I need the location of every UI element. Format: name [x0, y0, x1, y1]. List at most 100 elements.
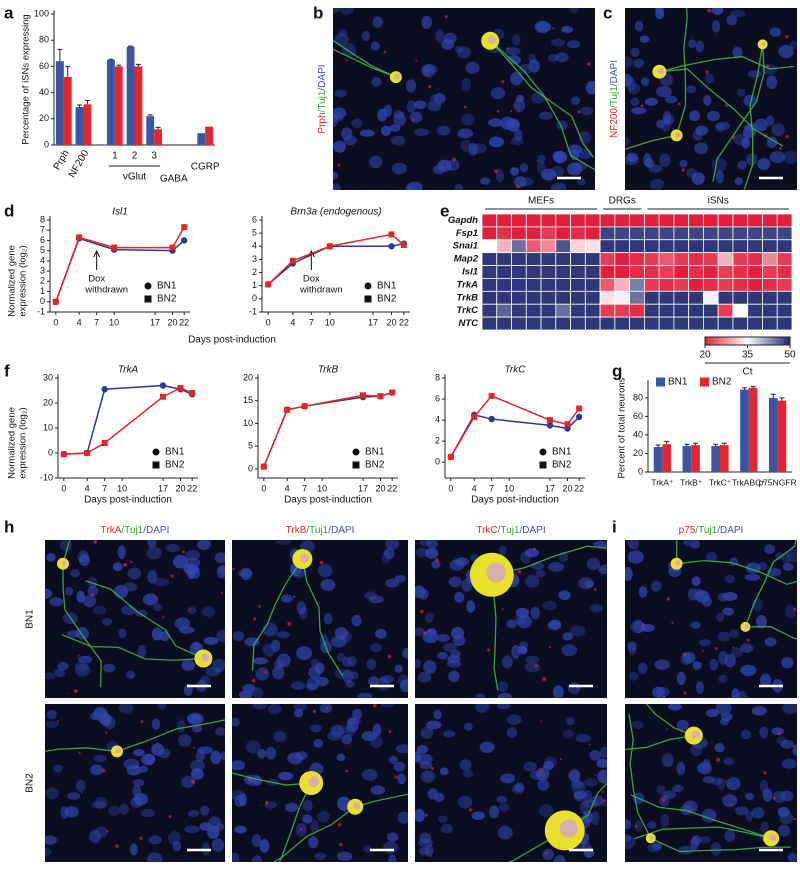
nucleus [333, 8, 340, 13]
heatmap-cell [540, 278, 557, 292]
heatmap-cell [540, 226, 557, 241]
nucleus [465, 61, 480, 75]
heatmap-cell [688, 239, 704, 254]
nucleus [429, 94, 439, 102]
heatmap-cell [599, 316, 616, 331]
heatmap-cell [703, 316, 719, 331]
speck [777, 732, 781, 736]
x-tick-label: 7 [489, 483, 494, 493]
heatmap-cell [555, 303, 571, 318]
error-bar [770, 393, 776, 398]
micrograph [415, 704, 607, 862]
speck [552, 27, 555, 30]
heatmap-cell [673, 303, 690, 318]
nucleus [341, 734, 353, 745]
nucleus [740, 643, 753, 653]
cell-core [299, 553, 309, 563]
heatmap-cell [673, 316, 690, 331]
error-bar [147, 114, 153, 117]
nucleus [654, 659, 670, 670]
heatmap-cell [747, 239, 763, 254]
nucleus [571, 96, 580, 105]
y-tick-label: 15 [243, 395, 253, 405]
error-bar [116, 64, 122, 67]
heatmap-cell [776, 239, 793, 254]
nucleus [732, 46, 743, 59]
speck [265, 800, 269, 805]
heatmap-cell [540, 303, 557, 318]
micrograph [45, 540, 225, 698]
bar [63, 76, 72, 145]
x-tick-label: TrkABC⁺ [732, 477, 766, 487]
data-point [546, 422, 554, 429]
error-bar [664, 440, 670, 445]
nucleus [177, 719, 186, 733]
stain-part: TrkB [286, 525, 307, 536]
y-tick-label: 10 [243, 418, 253, 428]
x-tick-label: Prph [52, 148, 72, 172]
nucleus [652, 842, 663, 850]
data-point [60, 451, 67, 458]
nucleus [351, 708, 363, 720]
nucleus [317, 811, 330, 823]
nucleus [575, 733, 591, 743]
heatmap-cell [717, 316, 734, 331]
heatmap-cell [614, 316, 631, 331]
nucleus [54, 668, 65, 678]
legend-marker [539, 448, 547, 456]
nucleus [506, 619, 517, 629]
nucleus [547, 621, 562, 631]
speck [423, 631, 427, 635]
speck [540, 769, 544, 773]
heatmap-cell [496, 213, 512, 228]
cell-core [115, 748, 121, 754]
nucleus [751, 705, 767, 716]
nucleus [579, 800, 590, 815]
speck [299, 827, 303, 831]
annotation: withdrawn [84, 285, 128, 296]
nucleus [651, 580, 662, 592]
heatmap-cell [481, 316, 498, 331]
nucleus [151, 742, 164, 756]
stain-part: /DAPI [609, 60, 620, 86]
speck [635, 825, 638, 828]
x-tick-label: 17 [150, 317, 160, 327]
speck [81, 791, 83, 794]
nucleus [394, 664, 403, 673]
error-bar [77, 104, 83, 108]
colorbar-tick-label: 50 [784, 350, 796, 361]
speck [778, 147, 782, 150]
heatmap-cell [570, 303, 586, 318]
nucleus [627, 550, 644, 564]
nucleus [409, 111, 423, 123]
nucleus [585, 80, 595, 95]
legend-swatch [700, 377, 709, 387]
nucleus [330, 724, 345, 738]
nucleus [404, 185, 414, 190]
neurite [676, 560, 797, 586]
speck [388, 730, 392, 734]
nucleus [207, 825, 220, 839]
heatmap-cell [525, 226, 542, 241]
nucleus [320, 578, 336, 591]
nucleus [780, 790, 794, 802]
cell-core [353, 802, 361, 810]
nucleus [423, 660, 437, 674]
nucleus [234, 825, 247, 834]
data-point [180, 237, 188, 244]
data-point [76, 234, 83, 241]
nucleus [118, 628, 127, 639]
heatmap-cell [511, 265, 527, 279]
cell-core [744, 624, 749, 629]
bar [682, 446, 692, 472]
speck [105, 731, 108, 734]
nucleus [676, 719, 689, 731]
bar [75, 107, 84, 145]
legend-label: BN2 [365, 460, 385, 471]
heatmap-cell [776, 265, 793, 279]
nucleus [566, 162, 583, 176]
data-point [260, 463, 267, 470]
nucleus [630, 621, 646, 633]
x-tick-label: TrkB⁺ [680, 477, 703, 487]
nucleus [123, 758, 140, 770]
